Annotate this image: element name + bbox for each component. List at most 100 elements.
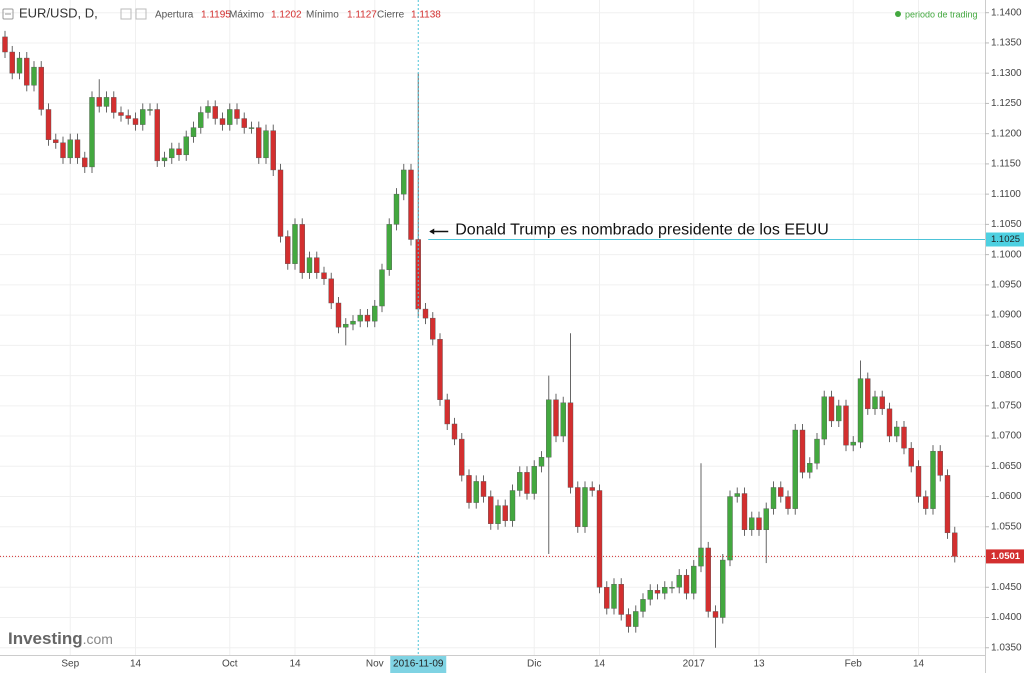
candle-body [785,496,791,509]
crosshair-date-label: 2016-11-09 [393,659,444,670]
candle-body [625,614,632,627]
y-tick-label: 1.0850 [991,340,1022,351]
candle-body [364,314,371,322]
candle-body [393,193,400,225]
candle-body [850,441,856,446]
candle-body [908,447,914,467]
candle-body [879,396,885,410]
candle-body [807,463,813,473]
candle-body [140,109,146,125]
candle-body [662,587,668,594]
candle-body [894,426,900,437]
candle-body [741,493,748,531]
x-tick-label: 13 [753,659,765,670]
candle-body [727,496,733,561]
annotation: Donald Trump es nombrado presidente de l… [455,222,829,239]
candle-body [517,472,523,491]
candle-body [314,257,320,273]
logo-suffix: .com [83,631,113,647]
candle-body [640,599,646,612]
candle-body [944,475,951,534]
y-tick-label: 1.1150 [991,159,1021,170]
candle-body [901,426,907,449]
candle-body [248,127,255,129]
candle-body [821,396,827,440]
candle-body [161,157,168,162]
logo: Investing.com [8,629,113,648]
candle-body [379,269,385,307]
y-tick-label: 1.0400 [991,612,1022,623]
candle-body [205,106,211,113]
candle-body [524,472,530,494]
candle-body [118,112,124,116]
candle-body [306,257,313,273]
candle-body [952,532,958,557]
candle-body [263,130,269,159]
y-tick-label: 1.1200 [991,128,1022,139]
candle-body [611,584,617,609]
candle-body [430,317,436,340]
candle-body [2,36,8,53]
y-tick-label: 1.1300 [991,68,1022,79]
candle-body [9,51,15,74]
candle-body [321,272,327,280]
candle-body [770,487,777,509]
x-tick-label: 14 [913,659,925,670]
candle-body [865,378,871,410]
candle-body [176,148,182,156]
candle-body [792,429,798,509]
y-tick-label: 1.1000 [991,249,1022,260]
close-icon[interactable] [135,8,147,20]
chart-title: EUR/USD, D, [19,5,98,20]
header-value: 1.1127 [347,10,377,21]
candle-body [241,118,247,128]
candle-body [546,399,552,458]
settings-icon[interactable] [120,8,132,20]
candle-body [53,139,59,143]
candle-body [582,487,588,527]
candle-body [89,97,95,168]
x-tick-label: 2017 [683,659,706,670]
candle-body [618,584,624,615]
candle-body [589,487,595,491]
candle-body [495,505,501,524]
candle-body [82,157,88,168]
candle-body [538,457,545,467]
header-label: Cierre [377,10,405,21]
candle-body [531,466,537,494]
candle-body [466,475,472,503]
candle-body [277,169,284,237]
candle-body [488,496,494,524]
header-label: Mínimo [306,10,339,21]
candle-body [604,587,610,609]
x-tick-label: Nov [366,659,384,670]
candle-body [132,118,139,125]
header-label: Apertura [155,10,194,21]
candle-body [444,399,450,425]
candle-body [103,97,110,107]
candle-body [814,438,820,464]
candle-body [16,57,23,74]
candle-body [886,408,893,437]
candle-body [712,611,719,618]
candle-body [227,109,233,125]
candle-body [560,402,566,437]
candle-body [343,323,349,328]
candle-body [328,278,334,304]
candle-body [38,66,44,110]
header-value: 1.1202 [271,10,302,21]
candle-body [669,587,675,589]
y-tick-label: 1.0900 [991,310,1022,321]
x-tick-label: Oct [222,659,238,670]
collapse-icon[interactable] [2,8,14,20]
y-tick-label: 1.1100 [991,189,1021,200]
candle-body [502,505,508,521]
candle-body [923,496,929,509]
candle-body [691,565,697,594]
candle-body [350,320,356,325]
crosshair-price-label: 1.1025 [991,234,1020,245]
candle-body [915,466,922,497]
crosshair-date-box [390,656,447,673]
candle-body [198,112,204,128]
